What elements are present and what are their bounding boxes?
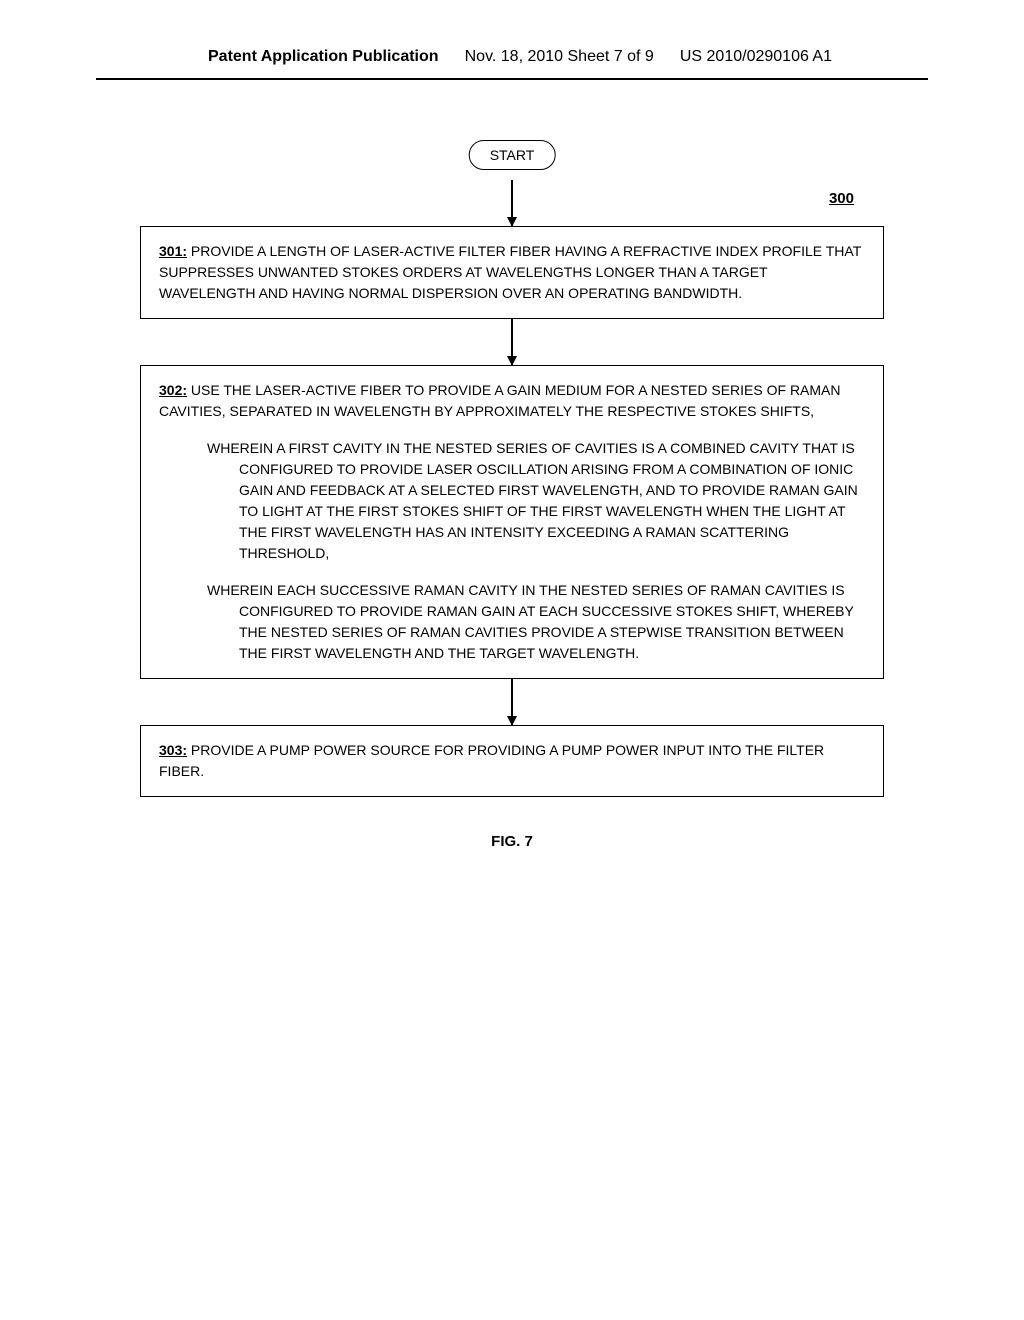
header-patent-number: US 2010/0290106 A1 (680, 48, 832, 66)
step-302-main: 302: USE THE LASER-ACTIVE FIBER TO PROVI… (159, 380, 865, 422)
step-302-box: 302: USE THE LASER-ACTIVE FIBER TO PROVI… (140, 365, 884, 679)
step-302-text: USE THE LASER-ACTIVE FIBER TO PROVIDE A … (159, 382, 841, 419)
step-301-text: PROVIDE A LENGTH OF LASER-ACTIVE FILTER … (159, 243, 861, 301)
step-301-box: 301: PROVIDE A LENGTH OF LASER-ACTIVE FI… (140, 226, 884, 319)
start-label: START (490, 147, 535, 163)
header-date-sheet: Nov. 18, 2010 Sheet 7 of 9 (465, 48, 654, 66)
arrow-3 (140, 679, 884, 725)
step-302-sub1: WHEREIN A FIRST CAVITY IN THE NESTED SER… (183, 438, 865, 564)
step-303-number: 303: (159, 742, 187, 758)
step-302-sub2: WHEREIN EACH SUCCESSIVE RAMAN CAVITY IN … (183, 580, 865, 664)
figure-label: FIG. 7 (140, 833, 884, 850)
step-301-number: 301: (159, 243, 187, 259)
step-303-box: 303: PROVIDE A PUMP POWER SOURCE FOR PRO… (140, 725, 884, 797)
step-303-text: PROVIDE A PUMP POWER SOURCE FOR PROVIDIN… (159, 742, 824, 779)
header-publication: Patent Application Publication (208, 48, 439, 66)
arrow-head-icon (507, 716, 517, 726)
step-302-sub1-wrapper: WHEREIN A FIRST CAVITY IN THE NESTED SER… (159, 438, 865, 564)
arrow-2 (140, 319, 884, 365)
arrow-head-icon (507, 356, 517, 366)
content-area: START 300 301: PROVIDE A LENGTH OF LASER… (0, 80, 1024, 890)
start-node: START (469, 140, 556, 170)
page-header: Patent Application Publication Nov. 18, … (96, 0, 928, 80)
flowchart: START 300 301: PROVIDE A LENGTH OF LASER… (140, 140, 884, 850)
arrow-head-icon (507, 217, 517, 227)
step-302-sub2-wrapper: WHEREIN EACH SUCCESSIVE RAMAN CAVITY IN … (159, 580, 865, 664)
step-302-number: 302: (159, 382, 187, 398)
arrow-1 (140, 180, 884, 226)
